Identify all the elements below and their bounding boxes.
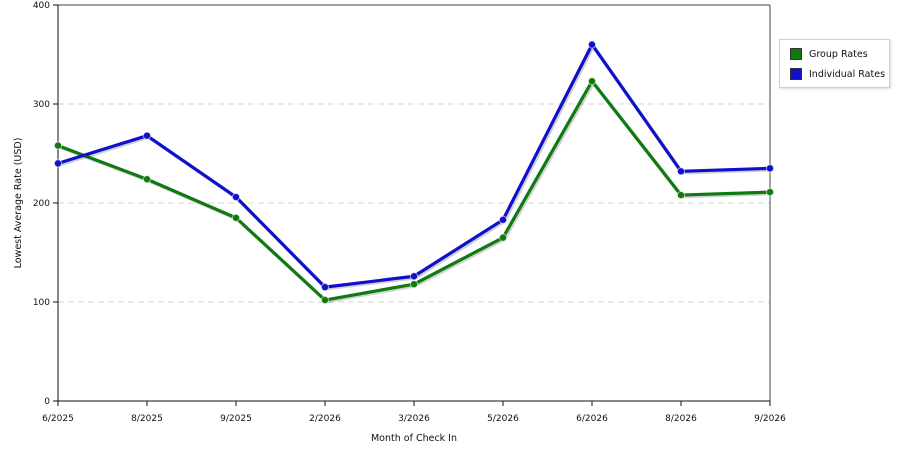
legend-item-individual-rates: Individual Rates	[790, 67, 885, 81]
x-tick-label-8: 9/2026	[754, 414, 786, 424]
data-point-individual-rates-0	[53, 159, 63, 168]
y-tick-label-200: 200	[33, 199, 50, 209]
x-tick-label-3: 2/2026	[309, 414, 341, 424]
legend-label-group-rates: Group Rates	[809, 48, 868, 60]
data-point-group-rates-0	[53, 141, 63, 150]
data-point-individual-rates-5	[498, 215, 508, 224]
data-point-group-rates-7	[676, 190, 686, 200]
series-line-individual-rates	[57, 42, 771, 289]
series-shadow-group-rates	[58, 81, 772, 304]
data-point-group-rates-3	[320, 295, 330, 305]
data-point-group-rates-1	[142, 175, 152, 184]
series-shadow-individual-rates	[58, 44, 772, 291]
x-tick-label-4: 3/2026	[398, 414, 430, 424]
data-point-individual-rates-8	[765, 164, 775, 173]
y-tick-label-400: 400	[33, 1, 50, 11]
legend-swatch-group-rates	[790, 48, 802, 60]
x-tick-label-5: 5/2026	[487, 414, 519, 424]
data-point-group-rates-2	[231, 213, 241, 222]
data-point-individual-rates-6	[587, 40, 597, 49]
y-tick-label-300: 300	[33, 100, 50, 110]
tick-labels: 0 100 200 300 400 6/2025 8/2025 9/2025 2/2026 3/2…	[33, 1, 786, 424]
legend-swatch-individual-rates	[790, 68, 802, 80]
axes	[53, 4, 771, 406]
gridlines	[58, 103, 770, 303]
legend: Group Rates Individual Rates	[779, 39, 890, 88]
data-point-individual-rates-4	[409, 272, 419, 281]
x-axis-title: Month of Check In	[371, 433, 457, 444]
data-point-individual-rates-2	[231, 192, 241, 202]
x-tick-label-1: 8/2025	[131, 414, 163, 424]
data-point-group-rates-6	[587, 77, 597, 86]
y-axis-title: Lowest Average Rate (USD)	[13, 138, 24, 269]
data-point-group-rates-4	[409, 280, 419, 289]
legend-item-group-rates: Group Rates	[790, 47, 868, 61]
data-point-individual-rates-7	[676, 167, 686, 176]
data-point-group-rates-5	[498, 233, 508, 242]
data-point-group-rates-8	[765, 188, 775, 197]
y-tick-label-100: 100	[33, 298, 50, 308]
x-tick-label-2: 9/2025	[220, 414, 252, 424]
x-tick-label-0: 6/2025	[42, 414, 74, 424]
series-line-group-rates	[57, 79, 771, 302]
data-point-individual-rates-3	[320, 283, 330, 292]
x-tick-label-6: 6/2026	[576, 414, 608, 424]
data-point-individual-rates-1	[142, 131, 152, 140]
x-tick-label-7: 8/2026	[665, 414, 697, 424]
y-tick-label-0: 0	[44, 397, 50, 407]
series-lines	[53, 40, 775, 305]
legend-label-individual-rates: Individual Rates	[809, 68, 886, 80]
